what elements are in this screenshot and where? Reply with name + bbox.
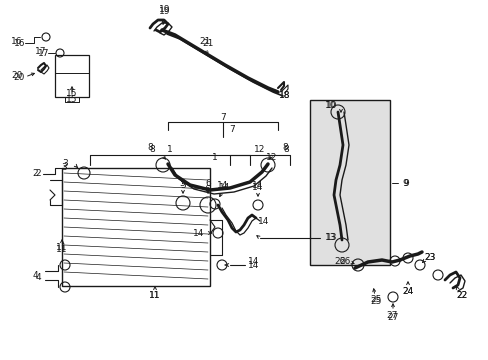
Text: 22: 22 (455, 291, 467, 300)
Text: 20: 20 (11, 72, 22, 81)
Text: 1: 1 (167, 145, 173, 154)
Text: 3: 3 (62, 158, 68, 167)
Text: 10: 10 (325, 100, 336, 109)
Text: 2: 2 (32, 170, 38, 179)
Text: 14: 14 (247, 257, 259, 266)
Text: 4: 4 (32, 271, 38, 280)
Text: 11: 11 (149, 291, 161, 300)
Text: 26: 26 (334, 257, 346, 266)
Text: 23: 23 (424, 252, 435, 261)
Text: 27: 27 (386, 312, 398, 321)
Bar (55, 55, 89, 97)
Text: 1: 1 (212, 153, 218, 162)
Text: 14: 14 (247, 261, 259, 270)
Text: 23: 23 (424, 252, 435, 261)
Text: 12: 12 (254, 145, 265, 154)
Text: 24: 24 (402, 288, 413, 297)
Text: 9: 9 (401, 179, 407, 188)
Text: 6: 6 (204, 180, 210, 189)
Text: 14: 14 (192, 229, 203, 238)
Text: 27: 27 (386, 310, 397, 320)
Text: 24: 24 (402, 288, 413, 297)
Text: 4: 4 (35, 274, 41, 283)
Text: 11: 11 (56, 243, 68, 252)
Text: 26: 26 (339, 257, 350, 266)
Text: 6: 6 (203, 185, 209, 194)
Text: 13: 13 (325, 233, 336, 242)
Text: 5: 5 (180, 181, 185, 190)
Text: 14: 14 (258, 217, 269, 226)
Text: 8: 8 (282, 144, 287, 153)
Text: 22: 22 (455, 292, 467, 301)
Text: 25: 25 (369, 297, 381, 306)
Text: 14: 14 (217, 181, 228, 190)
Text: 5: 5 (179, 180, 184, 189)
Text: 14: 14 (252, 184, 263, 193)
Text: 13: 13 (325, 234, 337, 243)
Text: 2: 2 (35, 170, 41, 179)
Text: 17: 17 (38, 49, 49, 58)
Text: 15: 15 (66, 95, 78, 104)
Text: 9: 9 (402, 179, 408, 188)
Bar (62, 168, 209, 286)
Text: 15: 15 (66, 90, 78, 99)
Text: 11: 11 (56, 246, 68, 255)
Text: 17: 17 (35, 48, 46, 57)
Text: 18: 18 (279, 90, 290, 99)
Text: 21: 21 (199, 37, 210, 46)
Text: 16: 16 (14, 39, 25, 48)
Text: 16: 16 (11, 37, 22, 46)
Text: 8: 8 (283, 144, 288, 153)
Text: 11: 11 (149, 292, 161, 301)
Text: 7: 7 (229, 126, 234, 135)
Text: 14: 14 (219, 184, 230, 193)
Text: 8: 8 (149, 144, 155, 153)
Text: 10: 10 (325, 102, 337, 111)
Text: 7: 7 (220, 112, 225, 122)
Text: 19: 19 (159, 8, 170, 17)
Text: 21: 21 (202, 40, 213, 49)
Text: 8: 8 (147, 144, 153, 153)
Text: 12: 12 (266, 153, 277, 162)
Text: 14: 14 (252, 181, 263, 190)
Bar (309, 100, 389, 265)
Text: 19: 19 (159, 5, 170, 14)
Text: 20: 20 (13, 72, 24, 81)
Text: 3: 3 (61, 163, 67, 172)
Text: 18: 18 (279, 91, 290, 100)
Text: 25: 25 (369, 296, 381, 305)
